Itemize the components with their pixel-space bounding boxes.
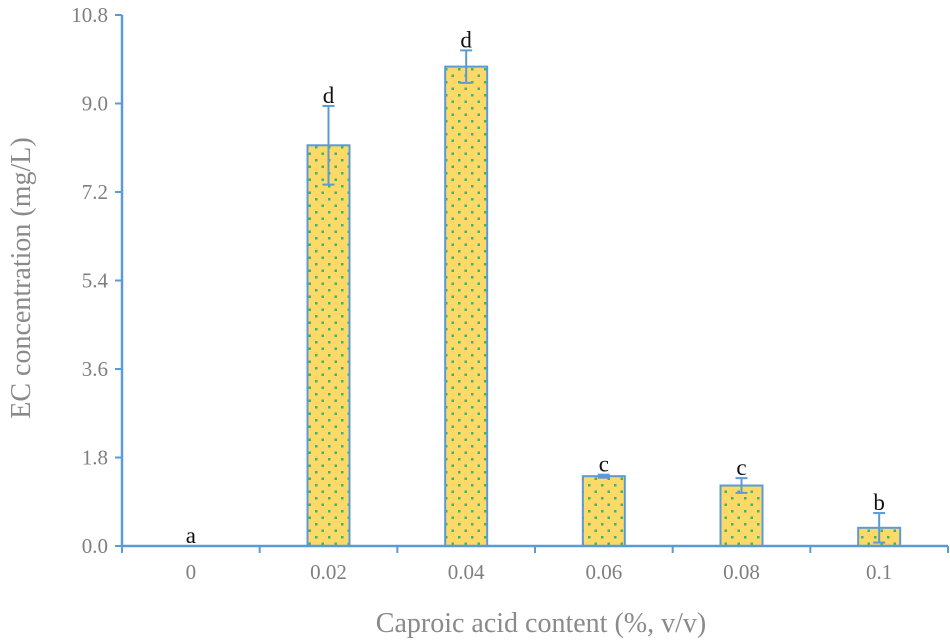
x-tick-label: 0.08	[723, 560, 760, 584]
x-tick-label: 0	[186, 560, 197, 584]
bar	[719, 484, 764, 547]
x-axis-title: Caproic acid content (%, v/v)	[376, 608, 706, 639]
significance-letter: d	[460, 27, 472, 52]
x-tick-label: 0.02	[310, 560, 347, 584]
significance-letter: c	[599, 452, 609, 477]
x-tick-label: 0.04	[448, 560, 485, 584]
error-bars-layer	[322, 49, 886, 544]
y-tick-label: 1.8	[82, 446, 108, 470]
y-tick-label: 7.2	[82, 180, 108, 204]
y-axis-title: EC concentration (mg/L)	[6, 137, 37, 418]
significance-letter: d	[323, 83, 335, 108]
y-tick-label: 5.4	[82, 269, 109, 293]
significance-letter: b	[873, 490, 885, 515]
significance-letter: a	[186, 523, 196, 548]
y-tick-label: 0.0	[82, 534, 108, 558]
y-tick-label: 3.6	[82, 357, 108, 381]
bar	[581, 475, 626, 547]
bar	[444, 65, 489, 547]
significance-letter: c	[736, 455, 746, 480]
y-tick-label: 9.0	[82, 92, 108, 116]
x-tick-label: 0.06	[585, 560, 622, 584]
labels-layer: 0.0 1.8 3.6 5.4 7.2 9.0 10.8 0 a 0.02 d 0.04 d 0.06 c 0…	[71, 3, 892, 584]
y-tick-label: 10.8	[71, 3, 108, 27]
axes-layer	[115, 14, 949, 553]
x-tick-label: 0.1	[866, 560, 892, 584]
bar	[306, 144, 351, 548]
